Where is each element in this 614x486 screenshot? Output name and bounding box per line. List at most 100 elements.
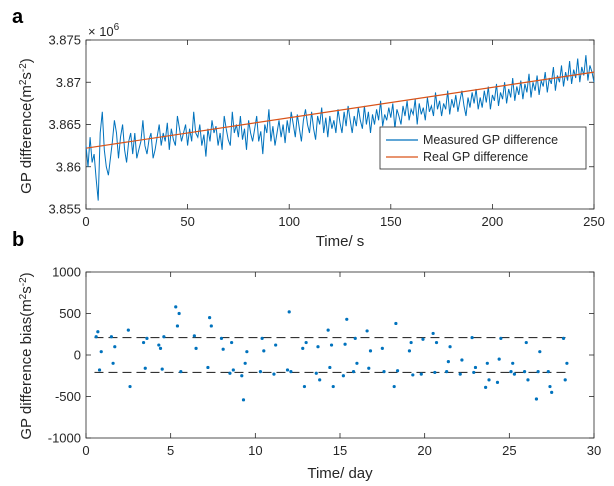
- scatter-point: [285, 368, 290, 372]
- panel-a-x-axis-label: Time/ s: [316, 233, 365, 250]
- scatter-point: [240, 374, 244, 378]
- scatter-point: [563, 378, 567, 382]
- scatter-point: [341, 374, 345, 378]
- scatter-point: [548, 384, 552, 389]
- y-tick-label: 3.855: [48, 202, 81, 217]
- scatter-point: [316, 345, 320, 349]
- y-tick-label: -1000: [48, 431, 81, 446]
- scatter-point: [174, 305, 178, 309]
- y-tick-label: 3.86: [56, 159, 81, 174]
- scatter-point: [160, 367, 164, 371]
- scatter-point: [460, 358, 464, 362]
- scatter-point: [499, 336, 503, 340]
- scatter-point: [367, 366, 371, 370]
- scatter-point: [511, 361, 515, 365]
- panel-a-label: a: [12, 6, 24, 28]
- scatter-point: [228, 371, 232, 375]
- scatter-point: [328, 365, 332, 370]
- scatter-point: [289, 370, 293, 374]
- scatter-point: [99, 350, 103, 354]
- panel-b-x-axis-label: Time/ day: [307, 465, 373, 482]
- panel-b-axes: 0 5 10 15 20 25 30 -1000 -500 0 500 1000: [48, 265, 601, 459]
- scatter-point: [433, 370, 437, 375]
- x-tick-label: 15: [333, 443, 347, 458]
- scatter-point: [382, 370, 386, 374]
- scatter-point: [126, 328, 130, 332]
- scatter-point: [421, 337, 425, 341]
- scatter-point: [245, 350, 249, 354]
- x-tick-label: 25: [502, 443, 516, 458]
- scatter-point: [445, 370, 449, 374]
- scatter-point: [206, 365, 210, 370]
- scatter-point: [546, 370, 550, 374]
- x-tick-label: 200: [482, 214, 504, 229]
- scatter-point: [411, 373, 415, 377]
- x-tick-label: 20: [417, 443, 431, 458]
- x-tick-label: 10: [248, 443, 262, 458]
- scatter-point: [287, 310, 291, 314]
- scatter-point: [157, 343, 161, 347]
- x-tick-label: 30: [587, 443, 601, 458]
- scatter-point: [318, 378, 322, 382]
- panel-a-exponent: × 106: [88, 22, 120, 39]
- scatter-point: [145, 336, 149, 340]
- scatter-point: [143, 366, 147, 370]
- scatter-point: [96, 330, 100, 334]
- scatter-point: [345, 317, 349, 321]
- scatter-point: [326, 328, 330, 332]
- scatter-point: [209, 324, 213, 328]
- scatter-point: [512, 372, 517, 376]
- scatter-point: [175, 324, 180, 328]
- panel-b-plot-area: [94, 305, 571, 402]
- scatter-point: [314, 371, 318, 375]
- scatter-point: [221, 347, 225, 351]
- panel-a: a × 106 0 50 100 150 200 250 3.855 3.86 3.865 3.8…: [12, 6, 605, 250]
- panel-b-label: b: [12, 229, 24, 251]
- x-tick-label: 100: [278, 214, 300, 229]
- panel-b: b 0 5 10 15 20 25 30 -1000 -500 0 500 1000 Time/ da…: [12, 229, 601, 482]
- scatter-point: [230, 340, 234, 345]
- scatter-point: [113, 345, 117, 349]
- scatter-point: [524, 340, 528, 345]
- scatter-point: [128, 384, 132, 389]
- panel-a-legend: Measured GP difference Real GP differenc…: [379, 126, 587, 170]
- y-tick-label: 1000: [52, 265, 81, 280]
- scatter-point: [380, 346, 384, 350]
- scatter-point: [536, 370, 540, 374]
- scatter-point: [446, 360, 450, 364]
- scatter-point: [141, 340, 146, 345]
- scatter-point: [395, 369, 400, 373]
- scatter-point: [241, 398, 246, 402]
- scatter-point: [458, 372, 462, 376]
- scatter-point: [485, 361, 489, 365]
- scatter-point: [111, 361, 115, 365]
- scatter-point: [301, 346, 305, 350]
- scatter-point: [219, 336, 224, 340]
- y-tick-label: 500: [59, 306, 81, 321]
- scatter-point: [343, 342, 347, 346]
- scatter-point: [419, 372, 423, 376]
- scatter-point: [243, 361, 247, 365]
- scatter-point: [394, 321, 398, 326]
- scatter-point: [194, 346, 198, 350]
- scatter-point: [274, 343, 278, 347]
- scatter-point: [260, 336, 264, 340]
- scatter-point: [526, 378, 530, 382]
- scatter-point: [473, 365, 478, 370]
- scatter-point: [565, 361, 569, 365]
- y-tick-label: 3.87: [56, 75, 81, 90]
- x-tick-label: 0: [82, 443, 89, 458]
- x-tick-label: 50: [180, 214, 194, 229]
- scatter-point: [472, 370, 476, 375]
- scatter-point: [407, 349, 412, 353]
- y-tick-label: 0: [74, 348, 81, 363]
- scatter-point: [487, 378, 491, 382]
- scatter-point: [355, 361, 359, 365]
- scatter-point: [409, 340, 413, 345]
- panel-a-y-axis-label: GP difference(m2s-2): [18, 58, 35, 194]
- scatter-point: [331, 384, 335, 389]
- scatter-point: [484, 385, 488, 389]
- panel-b-y-axis-label: GP difference bias(m2s-2): [18, 272, 35, 439]
- y-tick-label: 3.865: [48, 117, 81, 132]
